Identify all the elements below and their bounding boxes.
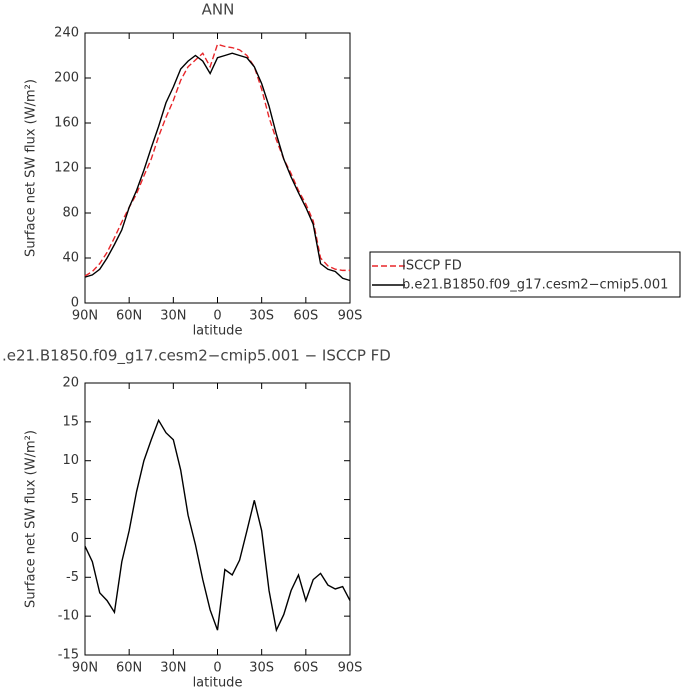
plot-frame	[84, 382, 351, 656]
x-tick-label: 0	[213, 661, 221, 676]
data-line	[84, 418, 351, 633]
chart-title: ANN	[202, 1, 235, 19]
y-tick-label: 40	[62, 251, 79, 266]
x-tick-label: 0	[213, 309, 221, 324]
x-tick-label: 90S	[338, 661, 363, 676]
y-axis-label: Surface net SW flux (W/m²)	[24, 79, 39, 257]
legend-box	[369, 251, 681, 298]
legend-label: ISCCP FD	[402, 259, 462, 274]
x-tick-label: 90S	[338, 309, 363, 324]
y-tick-label: 0	[71, 296, 79, 311]
plot-frame	[84, 32, 351, 304]
y-tick-label: 20	[62, 376, 79, 391]
x-tick-label: 60N	[116, 661, 142, 676]
x-axis-label: latitude	[193, 676, 243, 691]
x-tick-label: 30N	[160, 309, 186, 324]
y-tick-label: 15	[62, 414, 79, 429]
y-axis-label: Surface net SW flux (W/m²)	[24, 430, 39, 608]
y-tick-label: 80	[62, 206, 79, 221]
y-tick-label: -5	[66, 570, 79, 585]
legend-label: b.e21.B1850.f09_g17.cesm2−cmip5.001	[402, 278, 668, 293]
y-tick-label: -15	[58, 648, 79, 663]
x-tick-label: 30N	[160, 661, 186, 676]
x-tick-label: 90N	[72, 309, 98, 324]
y-tick-label: 5	[71, 492, 79, 507]
y-tick-label: 200	[54, 71, 79, 86]
chart-title: .e21.B1850.f09_g17.cesm2−cmip5.001 − ISC…	[2, 347, 391, 366]
x-axis-label: latitude	[193, 324, 243, 339]
x-tick-label: 30S	[249, 309, 274, 324]
x-tick-label: 60S	[293, 661, 318, 676]
y-tick-label: 240	[54, 26, 79, 41]
y-tick-label: 0	[71, 531, 79, 546]
x-tick-label: 30S	[249, 661, 274, 676]
y-tick-label: 10	[62, 453, 79, 468]
x-tick-label: 60N	[116, 309, 142, 324]
data-line	[84, 52, 351, 282]
x-tick-label: 90N	[72, 661, 98, 676]
y-tick-label: -10	[58, 609, 79, 624]
y-tick-label: 160	[54, 116, 79, 131]
data-line	[84, 43, 350, 277]
y-tick-label: 120	[54, 161, 79, 176]
x-tick-label: 60S	[293, 309, 318, 324]
